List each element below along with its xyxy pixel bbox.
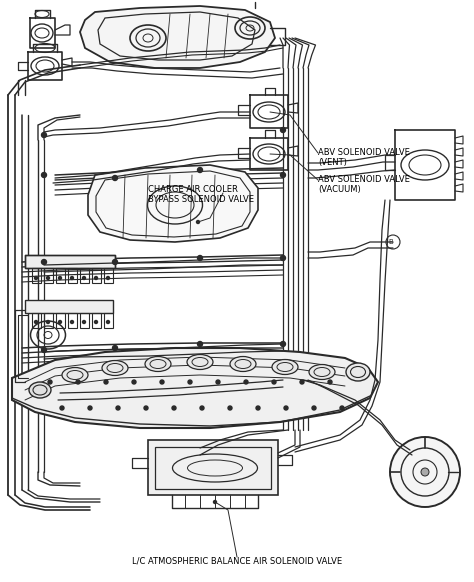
Circle shape: [188, 380, 192, 384]
Bar: [56, 268, 65, 283]
Bar: [25, 300, 113, 313]
Circle shape: [42, 172, 46, 178]
Polygon shape: [88, 165, 258, 242]
Ellipse shape: [29, 382, 51, 398]
Bar: [155, 447, 271, 489]
Circle shape: [312, 406, 316, 410]
Circle shape: [107, 321, 109, 324]
Circle shape: [198, 255, 202, 261]
Bar: [25, 255, 115, 268]
Polygon shape: [12, 348, 378, 428]
Polygon shape: [80, 6, 275, 68]
Circle shape: [58, 321, 62, 324]
Circle shape: [213, 501, 217, 503]
Ellipse shape: [309, 364, 335, 379]
Bar: [44, 313, 53, 328]
Bar: [68, 268, 77, 283]
Ellipse shape: [346, 363, 370, 381]
Circle shape: [281, 255, 285, 261]
Circle shape: [35, 276, 37, 279]
Circle shape: [42, 133, 46, 137]
Circle shape: [421, 468, 429, 476]
Circle shape: [60, 406, 64, 410]
Circle shape: [198, 168, 202, 172]
Circle shape: [94, 321, 98, 324]
Circle shape: [88, 406, 92, 410]
Ellipse shape: [62, 367, 88, 382]
Circle shape: [71, 276, 73, 279]
Circle shape: [198, 342, 202, 346]
Bar: [80, 313, 89, 328]
Circle shape: [284, 406, 288, 410]
Circle shape: [390, 437, 460, 507]
Circle shape: [35, 321, 37, 324]
Text: L/C ATMOSPHERIC BALANCE AIR SOLENOID VALVE: L/C ATMOSPHERIC BALANCE AIR SOLENOID VAL…: [132, 556, 342, 565]
Bar: [148, 440, 278, 495]
Circle shape: [300, 380, 304, 384]
Circle shape: [104, 380, 108, 384]
Ellipse shape: [102, 360, 128, 375]
Circle shape: [281, 127, 285, 133]
Circle shape: [272, 380, 276, 384]
Bar: [92, 313, 101, 328]
Circle shape: [76, 380, 80, 384]
Circle shape: [94, 276, 98, 279]
Circle shape: [42, 347, 46, 353]
Circle shape: [46, 276, 49, 279]
Text: ABV SOLENOID VALVE
(VACUUM): ABV SOLENOID VALVE (VACUUM): [318, 175, 410, 194]
Ellipse shape: [230, 357, 256, 371]
Circle shape: [46, 321, 49, 324]
Bar: [68, 313, 77, 328]
Bar: [44, 268, 53, 283]
Circle shape: [58, 276, 62, 279]
Circle shape: [328, 380, 332, 384]
Circle shape: [200, 406, 204, 410]
Circle shape: [340, 406, 344, 410]
Bar: [92, 268, 101, 283]
Text: ABV SOLENOID VALVE
(VENT): ABV SOLENOID VALVE (VENT): [318, 148, 410, 168]
Circle shape: [116, 406, 120, 410]
Bar: [104, 313, 113, 328]
Circle shape: [107, 276, 109, 279]
Circle shape: [48, 380, 52, 384]
Circle shape: [160, 380, 164, 384]
Circle shape: [216, 380, 220, 384]
Circle shape: [228, 406, 232, 410]
Circle shape: [281, 342, 285, 346]
Bar: [32, 268, 41, 283]
Bar: [80, 268, 89, 283]
Circle shape: [172, 406, 176, 410]
Ellipse shape: [145, 357, 171, 371]
Circle shape: [112, 260, 118, 264]
Ellipse shape: [272, 360, 298, 374]
Circle shape: [112, 176, 118, 180]
Bar: [32, 313, 41, 328]
Circle shape: [112, 346, 118, 350]
Circle shape: [132, 380, 136, 384]
Circle shape: [71, 321, 73, 324]
Circle shape: [144, 406, 148, 410]
Bar: [104, 268, 113, 283]
Circle shape: [256, 406, 260, 410]
Circle shape: [82, 321, 85, 324]
Circle shape: [281, 172, 285, 178]
Circle shape: [82, 276, 85, 279]
Text: CHARGE AIR COOLER
BYPASS SOLENOID VALVE: CHARGE AIR COOLER BYPASS SOLENOID VALVE: [148, 185, 254, 204]
Text: B: B: [389, 239, 393, 245]
Bar: [56, 313, 65, 328]
Circle shape: [42, 260, 46, 264]
Circle shape: [244, 380, 248, 384]
Circle shape: [197, 221, 200, 223]
Ellipse shape: [187, 354, 213, 370]
